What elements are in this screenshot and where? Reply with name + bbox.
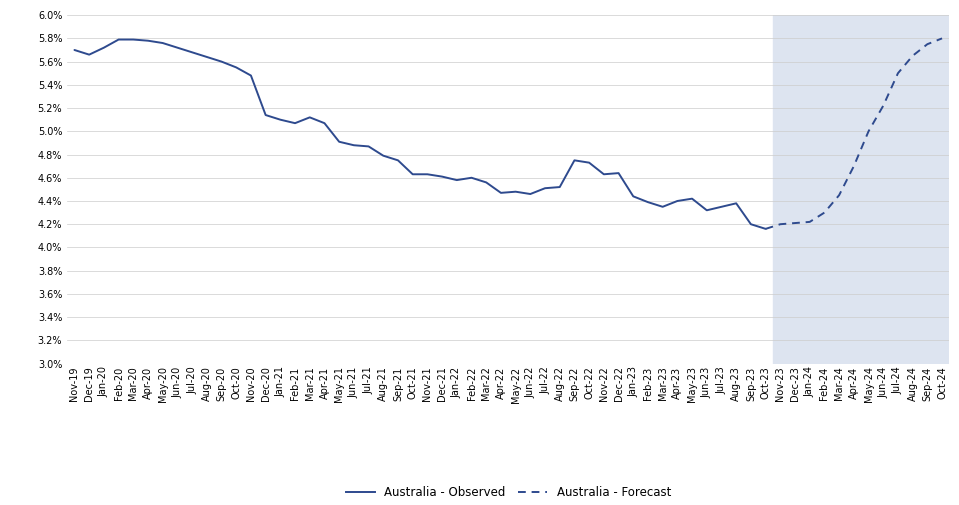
Bar: [773, 15, 949, 364]
Legend: Australia - Observed, Australia - Forecast: Australia - Observed, Australia - Foreca…: [340, 482, 676, 504]
